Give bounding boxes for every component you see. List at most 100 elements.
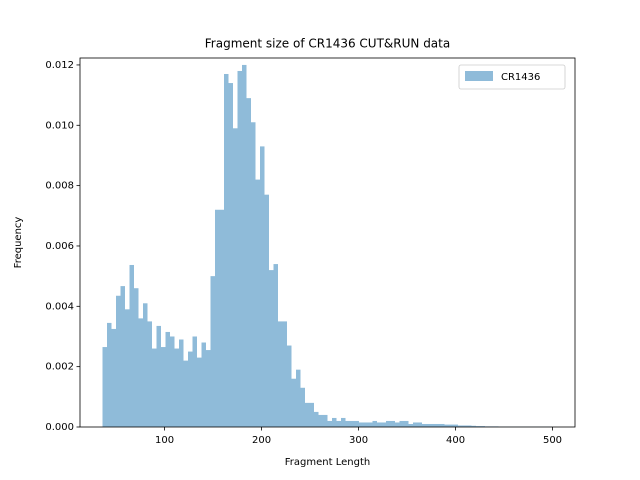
histogram-bar bbox=[480, 426, 485, 427]
legend-label: CR1436 bbox=[501, 72, 540, 83]
x-tick-label: 200 bbox=[252, 435, 271, 446]
histogram-bar bbox=[345, 420, 350, 427]
x-tick-label: 500 bbox=[543, 435, 562, 446]
histogram-bar bbox=[408, 423, 413, 427]
histogram-bar bbox=[242, 64, 247, 428]
histogram-bar bbox=[143, 303, 148, 427]
histogram-bar bbox=[372, 420, 377, 427]
histogram-bar bbox=[237, 70, 242, 428]
plot-frame bbox=[79, 57, 576, 428]
histogram-bar bbox=[156, 325, 161, 427]
histogram-bar bbox=[309, 402, 314, 427]
histogram-bar bbox=[170, 336, 175, 427]
histogram-bar bbox=[246, 98, 251, 428]
histogram-bar bbox=[417, 422, 422, 427]
histogram-bar bbox=[161, 347, 166, 427]
histogram-bar bbox=[368, 422, 373, 427]
histogram-bar bbox=[291, 378, 296, 427]
histogram-bar bbox=[107, 322, 112, 427]
histogram-bar bbox=[174, 348, 179, 427]
histogram-bar bbox=[282, 321, 287, 427]
y-tick-label: 0.006 bbox=[45, 241, 74, 252]
histogram-bar bbox=[435, 423, 440, 427]
histogram-bar bbox=[116, 295, 121, 427]
histogram-bar bbox=[125, 309, 130, 427]
histogram-bar bbox=[192, 336, 197, 427]
histogram-bar bbox=[287, 345, 292, 427]
histogram-bar bbox=[278, 321, 283, 427]
x-axis-label: Fragment Length bbox=[285, 457, 370, 468]
histogram-bar bbox=[273, 264, 278, 427]
histogram-bar bbox=[426, 423, 431, 427]
histogram-bar bbox=[471, 425, 476, 427]
histogram-bar bbox=[179, 339, 184, 427]
histogram-bar bbox=[476, 426, 481, 427]
histogram-bar bbox=[422, 423, 427, 427]
histogram-bar bbox=[264, 194, 269, 427]
histogram-bar bbox=[210, 276, 215, 427]
histogram-bar bbox=[224, 73, 229, 428]
histogram-bar bbox=[453, 424, 458, 427]
legend-swatch bbox=[465, 71, 493, 81]
histogram-bar bbox=[206, 350, 211, 427]
histogram-bar bbox=[111, 328, 116, 427]
histogram-bar bbox=[404, 420, 409, 427]
y-tick-label: 0.000 bbox=[45, 422, 74, 433]
histogram-bar bbox=[183, 360, 188, 427]
y-tick-label: 0.004 bbox=[45, 301, 74, 312]
histogram-bar bbox=[255, 179, 260, 427]
chart-title: Fragment size of CR1436 CUT&RUN data bbox=[205, 37, 450, 51]
histogram-bar bbox=[260, 146, 265, 427]
histogram-bar bbox=[314, 411, 319, 427]
histogram-bar bbox=[228, 83, 233, 428]
histogram-bar bbox=[332, 417, 337, 427]
histogram-bar bbox=[201, 342, 206, 427]
y-tick-label: 0.012 bbox=[45, 60, 74, 71]
y-tick-label: 0.008 bbox=[45, 181, 74, 192]
y-tick-label: 0.002 bbox=[45, 362, 74, 373]
histogram-bar bbox=[327, 420, 332, 427]
histogram-bar bbox=[305, 402, 310, 427]
histogram-bar bbox=[359, 422, 364, 427]
histogram-bar bbox=[399, 420, 404, 427]
histogram-bar bbox=[269, 270, 274, 427]
histogram-bar bbox=[129, 264, 134, 427]
histogram-bar bbox=[147, 321, 152, 427]
histogram-bar bbox=[350, 420, 355, 427]
histogram-bar bbox=[363, 422, 368, 427]
histogram-bar bbox=[296, 369, 301, 427]
histogram-bar bbox=[318, 414, 323, 427]
histogram-bar bbox=[215, 209, 220, 427]
histogram-bar bbox=[462, 425, 467, 427]
histogram-bar bbox=[165, 331, 170, 427]
histogram-bar bbox=[152, 348, 157, 427]
histogram-bar bbox=[467, 425, 472, 427]
histogram-bar bbox=[354, 420, 359, 427]
histogram-bar bbox=[219, 209, 224, 427]
histogram-bar bbox=[138, 318, 143, 427]
histogram-bar bbox=[188, 351, 193, 427]
histogram-bar bbox=[440, 423, 445, 427]
histogram-bar bbox=[102, 347, 107, 427]
x-tick-label: 400 bbox=[446, 435, 465, 446]
histogram-bar bbox=[120, 286, 125, 427]
histogram-bar bbox=[341, 417, 346, 427]
y-tick-label: 0.010 bbox=[45, 120, 74, 131]
histogram-bar bbox=[323, 414, 328, 427]
histogram-bar bbox=[377, 422, 382, 427]
x-tick-label: 300 bbox=[349, 435, 368, 446]
histogram-bar bbox=[413, 422, 418, 427]
histogram-bar bbox=[300, 387, 305, 427]
histogram-bar bbox=[395, 422, 400, 427]
histogram-bar bbox=[134, 288, 139, 427]
histogram-bar bbox=[458, 425, 463, 427]
x-tick-label: 100 bbox=[155, 435, 174, 446]
y-axis-label: Frequency bbox=[13, 217, 24, 269]
histogram-bar bbox=[444, 424, 449, 427]
histogram-bar bbox=[431, 423, 436, 427]
histogram-bar bbox=[336, 420, 341, 427]
histogram-bar bbox=[449, 424, 454, 427]
histogram-bar bbox=[251, 122, 256, 427]
histogram-bar bbox=[233, 128, 238, 427]
